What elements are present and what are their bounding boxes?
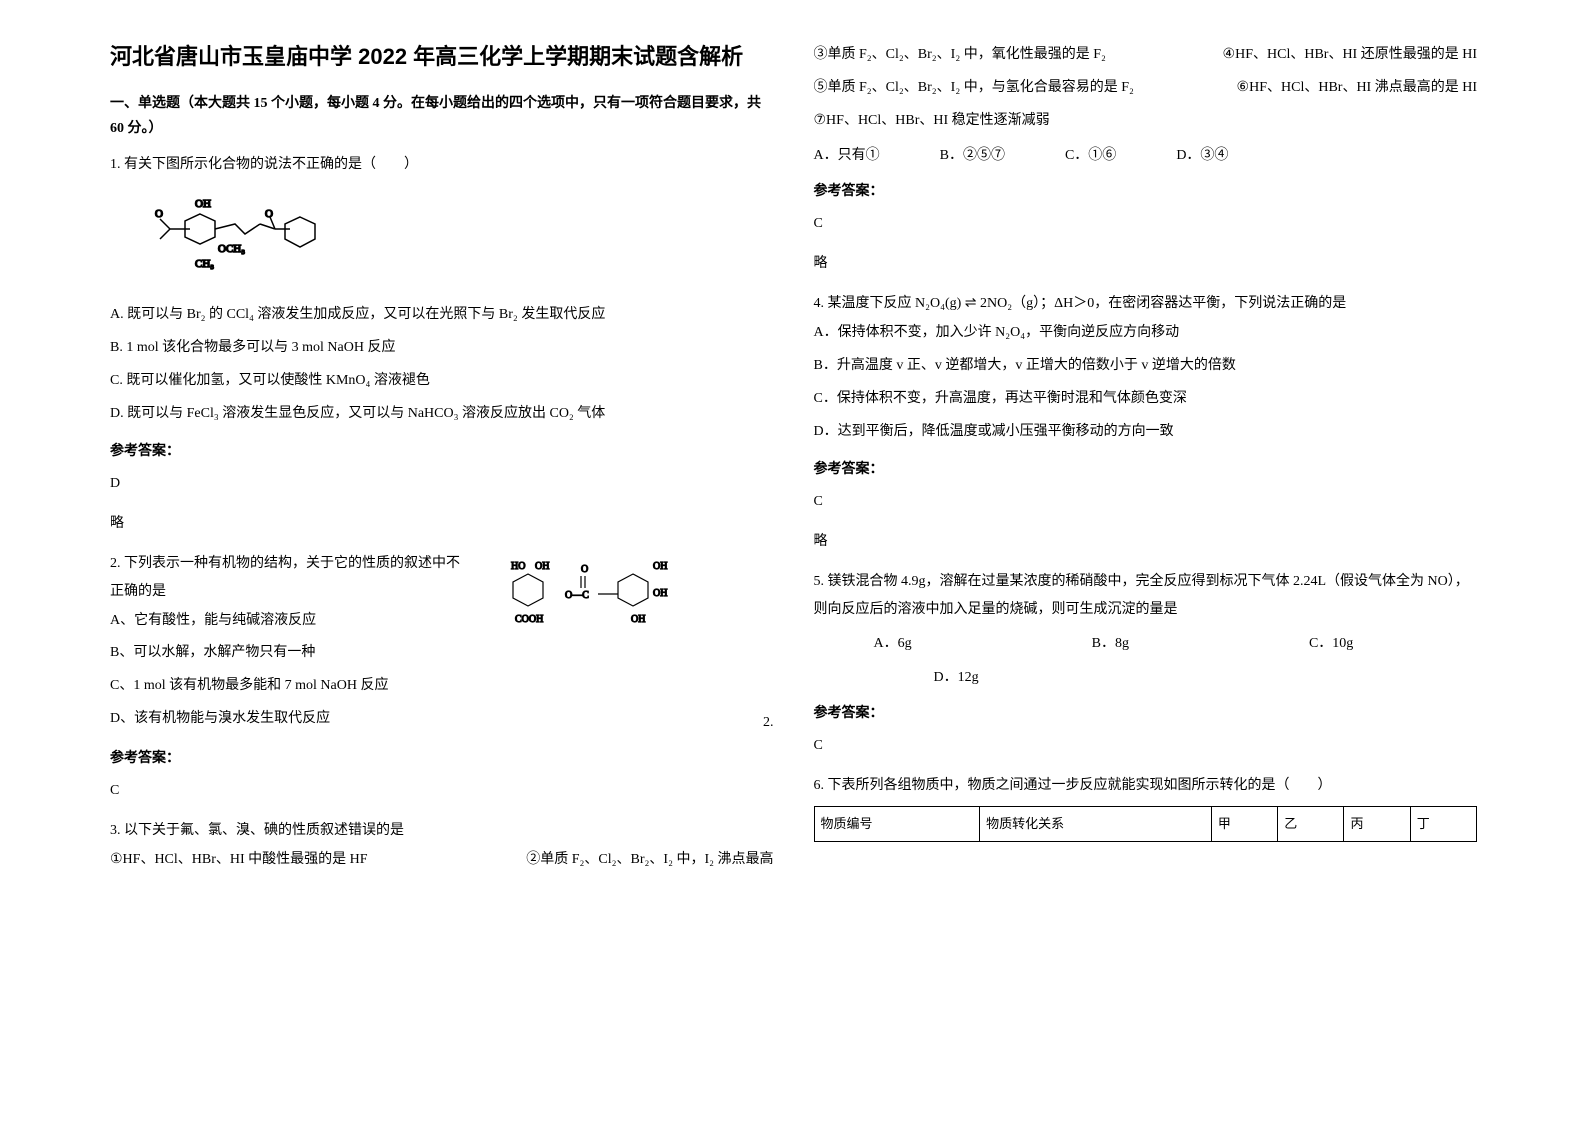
q3-item-4: ④HF、HCl、HBr、HI 还原性最强的是 HI — [1223, 40, 1477, 71]
q5-opt-c: C．10g — [1309, 630, 1353, 658]
q2-answer: C — [110, 777, 774, 805]
q3-opt-d: D．③④ — [1176, 142, 1228, 170]
q1-opt-c: C. 既可以催化加氢，又可以使酸性 KMnO₄ 溶液褪色 — [110, 366, 774, 397]
svg-text:O: O — [581, 564, 588, 575]
q2-opt-a: A、它有酸性，能与纯碱溶液反应 — [110, 606, 463, 637]
q1-note: 略 — [110, 510, 774, 538]
question-6: 6. 下表所列各组物质中，物质之间通过一步反应就能实现如图所示转化的是（ ） 物… — [814, 772, 1478, 842]
q3-note: 略 — [814, 250, 1478, 278]
q2-opt-c: C、1 mol 该有机物最多能和 7 mol NaOH 反应 — [110, 671, 463, 702]
q5-stem: 5. 镁铁混合物 4.9g，溶解在过量某浓度的稀硝酸中，完全反应得到标况下气体 … — [814, 568, 1478, 624]
answer-label-5: 参考答案： — [814, 698, 1478, 726]
q2-structure-image: HO OH COOH O—C O OH OH OH — [503, 554, 723, 644]
q5-answer: C — [814, 732, 1478, 760]
th-1: 物质编号 — [814, 806, 980, 841]
q2-stem: 2. 下列表示一种有机物的结构，关于它的性质的叙述中不正确的是 — [110, 550, 463, 606]
th-3: 甲 — [1211, 806, 1277, 841]
q4-note: 略 — [814, 528, 1478, 556]
q3-item-5: ⑤单质 F₂、Cl₂、Br₂、I₂ 中，与氢化合最容易的是 F₂ — [814, 73, 1134, 104]
svg-text:O: O — [265, 208, 273, 220]
q3-item-1: ①HF、HCl、HBr、HI 中酸性最强的是 HF — [110, 845, 368, 876]
q1-opt-a: A. 既可以与 Br₂ 的 CCl₄ 溶液发生加成反应，又可以在光照下与 Br₂… — [110, 300, 774, 331]
answer-label-4: 参考答案： — [814, 454, 1478, 482]
q4-opt-d: D．达到平衡后，降低温度或减小压强平衡移动的方向一致 — [814, 417, 1478, 448]
q2-opt-d: D、该有机物能与溴水发生取代反应 — [110, 704, 463, 735]
svg-text:OH: OH — [631, 614, 645, 625]
page-title: 河北省唐山市玉皇庙中学 2022 年高三化学上学期期末试题含解析 — [110, 40, 774, 73]
th-5: 丙 — [1344, 806, 1410, 841]
answer-label-3: 参考答案： — [814, 176, 1478, 204]
q3-item-2: ②单质 F₂、Cl₂、Br₂、I₂ 中，I₂ 沸点最高 — [526, 845, 773, 876]
q5-opt-b: B．8g — [1092, 630, 1129, 658]
svg-text:OH: OH — [195, 198, 211, 210]
q3-stem: 3. 以下关于氟、氯、溴、碘的性质叙述错误的是 — [110, 817, 774, 845]
svg-text:HO: HO — [511, 561, 525, 572]
q4-stem: 4. 某温度下反应 N₂O₄(g) ⇌ 2NO₂（g）；ΔH＞0，在密闭容器达平… — [814, 290, 1478, 318]
q1-opt-d: D. 既可以与 FeCl₃ 溶液发生显色反应，又可以与 NaHCO₃ 溶液反应放… — [110, 399, 774, 430]
q1-stem: 1. 有关下图所示化合物的说法不正确的是（ ） — [110, 151, 774, 179]
answer-label: 参考答案： — [110, 436, 774, 464]
question-3-part1: 3. 以下关于氟、氯、溴、碘的性质叙述错误的是 ①HF、HCl、HBr、HI 中… — [110, 817, 774, 876]
svg-text:OH: OH — [653, 588, 667, 599]
q3-item-6: ⑥HF、HCl、HBr、HI 沸点最高的是 HI — [1237, 73, 1477, 104]
q3-item-7: ⑦HF、HCl、HBr、HI 稳定性逐渐减弱 — [814, 106, 1478, 137]
q4-opt-c: C．保持体积不变，升高温度，再达平衡时混和气体颜色变深 — [814, 384, 1478, 415]
q4-answer: C — [814, 488, 1478, 516]
left-column: 河北省唐山市玉皇庙中学 2022 年高三化学上学期期末试题含解析 一、单选题（本… — [90, 40, 794, 1082]
svg-text:O—C: O—C — [565, 590, 589, 601]
section-header: 一、单选题（本大题共 15 个小题，每小题 4 分。在每小题给出的四个选项中，只… — [110, 91, 774, 141]
q3-opt-b: B．②⑤⑦ — [940, 142, 1005, 170]
svg-text:COOH: COOH — [515, 614, 543, 625]
transform-table: 物质编号 物质转化关系 甲 乙 丙 丁 — [814, 806, 1478, 842]
question-2: 2. 下列表示一种有机物的结构，关于它的性质的叙述中不正确的是 A、它有酸性，能… — [110, 550, 774, 805]
q2-opt-b: B、可以水解，水解产物只有一种 — [110, 638, 463, 669]
svg-text:CH₃: CH₃ — [195, 258, 214, 270]
question-4: 4. 某温度下反应 N₂O₄(g) ⇌ 2NO₂（g）；ΔH＞0，在密闭容器达平… — [814, 290, 1478, 555]
right-column: ③单质 F₂、Cl₂、Br₂、I₂ 中，氧化性最强的是 F₂ ④HF、HCl、H… — [794, 40, 1498, 1082]
th-2: 物质转化关系 — [980, 806, 1212, 841]
q4-opt-b: B．升高温度 v 正、v 逆都增大，v 正增大的倍数小于 v 逆增大的倍数 — [814, 351, 1478, 382]
question-3-part2: ③单质 F₂、Cl₂、Br₂、I₂ 中，氧化性最强的是 F₂ ④HF、HCl、H… — [814, 40, 1478, 278]
q1-structure-image: O OH OCH₃ CH₃ O — [140, 189, 350, 279]
question-5: 5. 镁铁混合物 4.9g，溶解在过量某浓度的稀硝酸中，完全反应得到标况下气体 … — [814, 568, 1478, 760]
q1-answer: D — [110, 470, 774, 498]
answer-label-2: 参考答案： — [110, 743, 774, 771]
svg-text:OH: OH — [653, 561, 667, 572]
q3-opt-a: A．只有① — [814, 142, 880, 170]
th-4: 乙 — [1278, 806, 1344, 841]
q6-stem: 6. 下表所列各组物质中，物质之间通过一步反应就能实现如图所示转化的是（ ） — [814, 772, 1478, 800]
q5-opt-a: A．6g — [874, 630, 912, 658]
question-1: 1. 有关下图所示化合物的说法不正确的是（ ） O OH OCH₃ CH₃ O … — [110, 151, 774, 537]
svg-text:O: O — [155, 208, 163, 220]
q3-item-3: ③单质 F₂、Cl₂、Br₂、I₂ 中，氧化性最强的是 F₂ — [814, 40, 1106, 71]
svg-text:OH: OH — [535, 561, 549, 572]
q5-opt-d: D．12g — [934, 664, 1478, 692]
q4-opt-a: A．保持体积不变，加入少许 N₂O₄，平衡向逆反应方向移动 — [814, 318, 1478, 349]
q3-opt-c: C．①⑥ — [1065, 142, 1116, 170]
svg-text:OCH₃: OCH₃ — [218, 243, 245, 255]
q3-answer: C — [814, 210, 1478, 238]
th-6: 丁 — [1410, 806, 1476, 841]
q1-opt-b: B. 1 mol 该化合物最多可以与 3 mol NaOH 反应 — [110, 333, 774, 364]
